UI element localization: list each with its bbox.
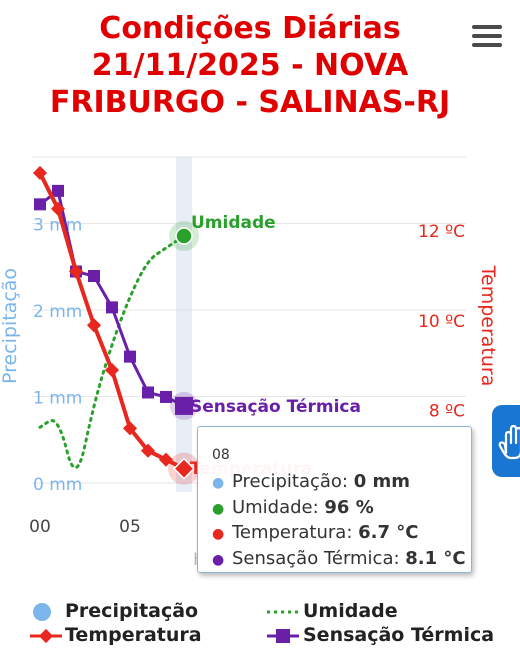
hover-band [176, 157, 192, 492]
tooltip-header: 08 [212, 447, 230, 463]
legend-item-feels-like[interactable]: Sensação Térmica [265, 624, 495, 648]
data-point-umidade [175, 227, 193, 245]
chart-title-line-1: Condições Diárias [99, 11, 401, 46]
x-axis-tick-label: 00 [29, 517, 51, 537]
data-point-temperatura [68, 264, 84, 279]
right-axis-tick-label: 12 ºC [418, 222, 465, 242]
data-point-temperatura [86, 318, 102, 333]
tooltip-row-temperature: ● Temperatura: 6.7 °C [212, 522, 419, 543]
legend-item-temperature[interactable]: Temperatura [28, 624, 228, 648]
data-point-temperatura [173, 457, 195, 480]
data-point-sensacao-termica [52, 184, 64, 197]
series-line-umidade [38, 234, 186, 470]
data-point-sensacao-termica [124, 350, 136, 363]
hamburger-menu-icon[interactable] [472, 25, 502, 49]
left-axis-tick-label: 1 mm [33, 389, 82, 409]
right-axis-tick-label: 10 ºC [418, 312, 465, 332]
chart-tooltip: 08 ● Precipitação: 0 mm ● Umidade: 96 % … [197, 426, 472, 573]
right-axis-tick-label: 8 ºC [429, 401, 465, 421]
data-point-temperatura [140, 443, 156, 458]
chart-title: Condições Diárias 21/11/2025 - NOVA FRIB… [0, 10, 500, 121]
data-point-temperatura [104, 363, 120, 378]
data-point-sensacao-termica [160, 390, 172, 403]
data-point-sensacao-termica [142, 386, 154, 399]
left-axis-tick-label: 3 mm [33, 216, 82, 236]
data-point-temperatura [32, 165, 48, 181]
chart-title-line-2: 21/11/2025 - NOVA [91, 48, 409, 83]
left-axis-tick-label: 2 mm [33, 302, 82, 322]
data-point-sensacao-termica [106, 301, 118, 314]
tooltip-row-feels-like: ● Sensação Térmica: 8.1 °C [212, 547, 466, 569]
left-axis-title: Precipitação [0, 268, 21, 384]
right-axis-title: Temperatura [477, 265, 499, 387]
accessibility-hand-icon[interactable] [492, 405, 520, 477]
data-point-sensacao-termica [34, 198, 46, 211]
legend-item-humidity[interactable]: Umidade [267, 600, 398, 622]
data-point-sensacao-termica [88, 270, 100, 282]
data-point-temperatura [122, 421, 138, 436]
annotation-umidade: Umidade [191, 213, 276, 233]
x-axis-tick-label: 05 [119, 517, 141, 537]
chart-title-line-3: FRIBURGO - SALINAS-RJ [49, 85, 451, 120]
left-axis-tick-label: 0 mm [33, 475, 82, 495]
legend-item-precipitation[interactable]: Precipitação [32, 600, 232, 624]
tooltip-row-humidity: ● Umidade: 96 % [212, 496, 374, 518]
tooltip-row-precipitation: ● Precipitação: 0 mm [212, 471, 411, 492]
data-point-temperatura [158, 452, 174, 467]
chart-legend: Precipitação Umidade Temperatura Sensaçã… [0, 596, 520, 656]
data-point-sensacao-termica [175, 396, 193, 415]
annotation-sensacao-termica: Sensação Térmica [190, 397, 361, 417]
